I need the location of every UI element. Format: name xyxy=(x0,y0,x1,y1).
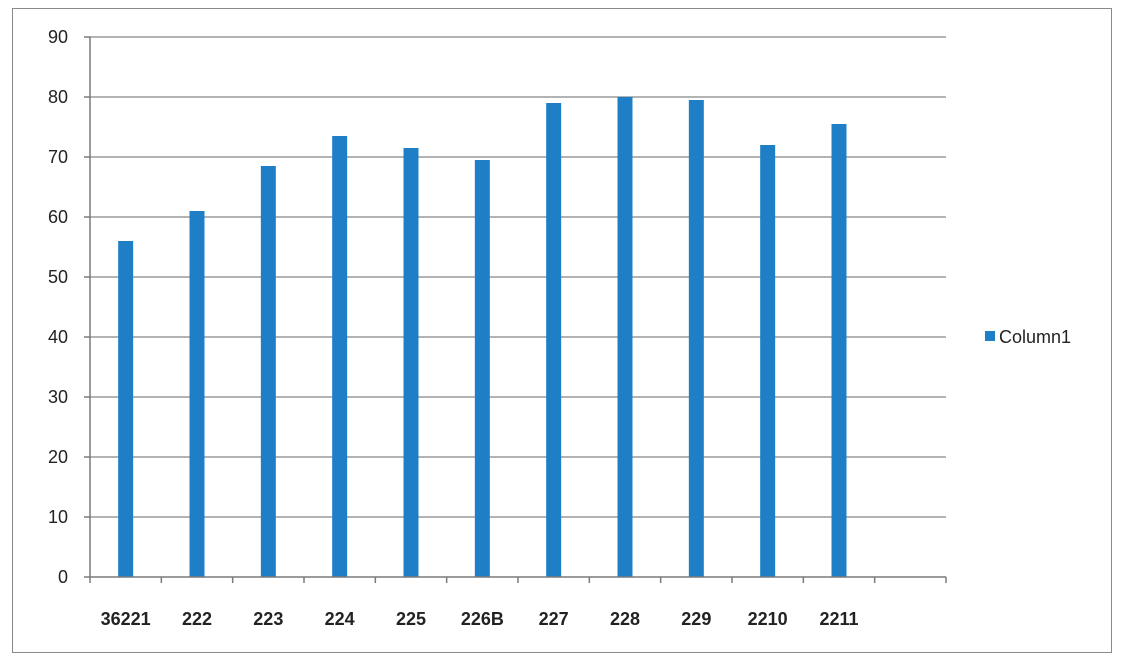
x-tick-label-222: 222 xyxy=(182,609,212,629)
bar-36221 xyxy=(118,241,134,577)
y-tick-label-50: 50 xyxy=(48,267,68,287)
y-tick-label-80: 80 xyxy=(48,87,68,107)
bar-229 xyxy=(688,100,704,577)
bar-222 xyxy=(189,211,205,577)
bar-2210 xyxy=(760,145,776,577)
y-tick-label-30: 30 xyxy=(48,387,68,407)
legend-swatch-column1 xyxy=(985,331,995,341)
x-tick-label-223: 223 xyxy=(253,609,283,629)
axes xyxy=(89,37,947,583)
x-tick-labels: 36221 222 223 224 225 226B 227 228 229 2210 2211 xyxy=(101,609,859,629)
bar-225 xyxy=(403,148,419,577)
bar-224 xyxy=(332,136,348,577)
x-tick-label-36221: 36221 xyxy=(101,609,151,629)
bar-2211 xyxy=(831,124,847,577)
y-tick-label-40: 40 xyxy=(48,327,68,347)
bar-227 xyxy=(546,103,562,577)
x-tick-label-2210: 2210 xyxy=(748,609,788,629)
x-tick-label-227: 227 xyxy=(539,609,569,629)
x-tick-label-229: 229 xyxy=(681,609,711,629)
x-tick-label-228: 228 xyxy=(610,609,640,629)
bar-223 xyxy=(260,166,276,577)
legend: Column1 xyxy=(985,327,1071,347)
bar-226B xyxy=(474,160,490,577)
y-tick-label-0: 0 xyxy=(58,567,68,587)
y-tick-label-10: 10 xyxy=(48,507,68,527)
x-tick-label-226B: 226B xyxy=(461,609,504,629)
y-tick-label-70: 70 xyxy=(48,147,68,167)
y-tick-label-60: 60 xyxy=(48,207,68,227)
legend-label-column1: Column1 xyxy=(999,327,1071,347)
x-tick-label-225: 225 xyxy=(396,609,426,629)
x-tick-label-224: 224 xyxy=(325,609,355,629)
y-tick-labels: 0 10 20 30 40 50 60 70 80 90 xyxy=(48,27,68,587)
bar-228 xyxy=(617,97,633,577)
gridlines xyxy=(84,36,946,578)
y-tick-label-20: 20 xyxy=(48,447,68,467)
x-tick-label-2211: 2211 xyxy=(819,609,858,629)
bars xyxy=(118,97,847,577)
y-tick-label-90: 90 xyxy=(48,27,68,47)
